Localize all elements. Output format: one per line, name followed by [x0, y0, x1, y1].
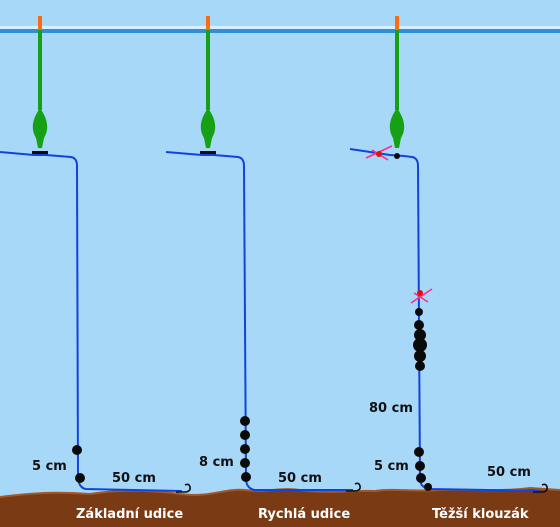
split-shot — [241, 472, 251, 482]
rig-fast-shot-gap-label: 8 cm — [199, 455, 234, 470]
rig-heavy-slide-label: 80 cm — [369, 401, 413, 416]
stop-bead — [376, 151, 382, 157]
main-line — [165, 151, 353, 491]
rig-heavy-slider — [349, 16, 548, 493]
float-base — [200, 151, 216, 155]
split-shot — [240, 444, 250, 454]
float-eye — [394, 153, 400, 159]
main-line — [0, 151, 183, 492]
water-surface-highlight — [0, 26, 560, 29]
split-shot — [414, 447, 424, 457]
rig-fast-name: Rychlá udice — [258, 507, 350, 522]
lake-bottom — [0, 488, 560, 527]
split-shot — [413, 338, 427, 352]
rig-fast — [165, 16, 361, 492]
hook-icon — [346, 482, 361, 492]
water-surface-line — [0, 29, 560, 33]
float-body — [200, 108, 216, 148]
split-shot — [416, 473, 426, 483]
split-shot — [415, 308, 423, 316]
split-shot — [75, 473, 85, 483]
split-shot — [415, 461, 425, 471]
split-shot — [415, 361, 425, 371]
rig-basic-shot-gap-label: 5 cm — [32, 459, 67, 474]
rig-heavy-shot-gap-label: 5 cm — [374, 459, 409, 474]
rig-basic — [0, 16, 191, 493]
split-shot — [240, 430, 250, 440]
hook-icon — [176, 483, 191, 493]
lower-stop-knot — [410, 288, 433, 304]
lower-stop-bead — [417, 290, 423, 296]
split-shot — [424, 483, 432, 491]
rig-fast-hooklength-label: 50 cm — [278, 471, 322, 486]
split-shot — [414, 329, 426, 341]
hook-icon — [533, 483, 548, 493]
rig-basic-hooklength-label: 50 cm — [112, 471, 156, 486]
split-shot — [414, 350, 426, 362]
float-body — [32, 108, 48, 148]
float-base — [32, 151, 48, 155]
rig-heavy-slider-name: Těžší klouzák — [432, 507, 529, 522]
split-shot — [72, 445, 82, 455]
split-shot — [240, 416, 250, 426]
rig-basic-name: Základní udice — [76, 507, 183, 522]
split-shot — [240, 458, 250, 468]
split-shot — [414, 320, 424, 330]
float-body — [389, 108, 405, 148]
rig-heavy-hooklength-label: 50 cm — [487, 465, 531, 480]
